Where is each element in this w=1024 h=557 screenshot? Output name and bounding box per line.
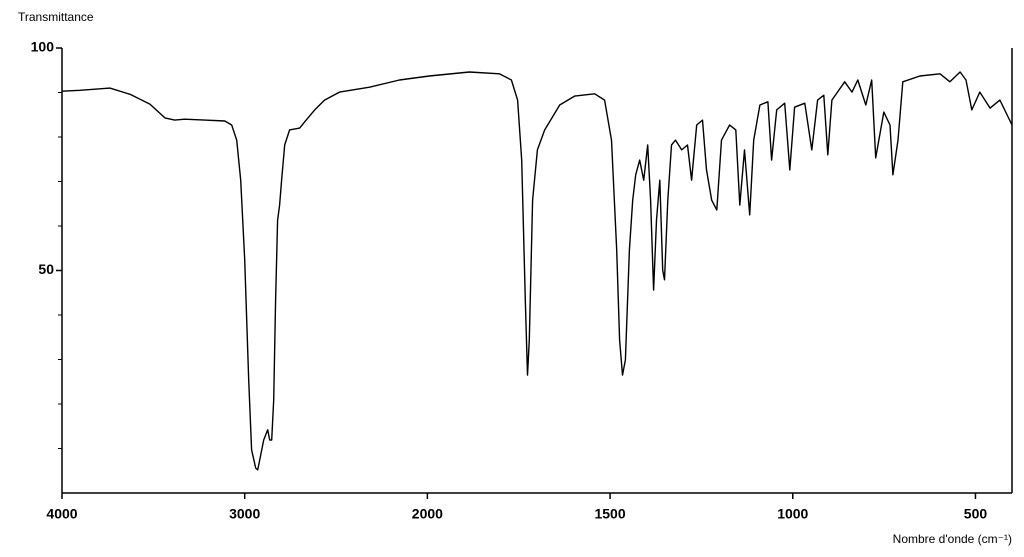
y-axis-label: Transmittance — [18, 10, 94, 24]
x-tick-label: 3000 — [229, 506, 260, 522]
x-tick-label: 500 — [964, 506, 988, 522]
x-tick-label: 1000 — [777, 506, 808, 522]
spectrum-line — [61, 71, 1013, 471]
x-tick-label: 2000 — [412, 506, 443, 522]
x-tick-label: 4000 — [46, 506, 77, 522]
y-tick-label: 100 — [31, 39, 55, 55]
x-axis-label: Nombre d'onde (cm⁻¹) — [893, 532, 1012, 546]
x-tick-label: 1500 — [594, 506, 625, 522]
y-tick-label: 50 — [38, 261, 54, 277]
